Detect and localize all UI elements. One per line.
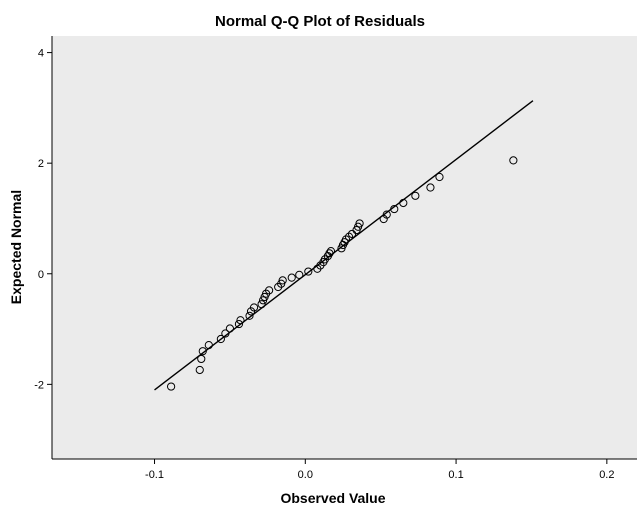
- x-tick-label: 0.1: [448, 469, 463, 481]
- data-point: [216, 334, 225, 344]
- data-point: [197, 354, 206, 364]
- data-point: [167, 382, 176, 391]
- data-point: [304, 267, 313, 276]
- chart-title: Normal Q-Q Plot of Residuals: [215, 13, 425, 30]
- data-point: [204, 340, 213, 350]
- y-axis-label: Expected Normal: [8, 190, 24, 304]
- data-point: [257, 300, 266, 309]
- data-point: [426, 183, 435, 192]
- data-point: [234, 319, 244, 329]
- data-point: [245, 311, 254, 320]
- y-axis-ticks: -2 0 2 4: [34, 48, 52, 391]
- data-point: [509, 156, 518, 165]
- x-tick-label: 0.0: [298, 469, 313, 481]
- data-point: [225, 324, 235, 333]
- data-point: [278, 276, 287, 285]
- data-point: [249, 303, 259, 312]
- data-point: [382, 210, 391, 219]
- y-tick-label: -2: [34, 379, 44, 391]
- data-point: [341, 235, 351, 244]
- data-point: [355, 219, 364, 228]
- data-point: [411, 191, 420, 200]
- data-point: [295, 270, 304, 279]
- x-axis-label: Observed Value: [280, 490, 385, 506]
- x-tick-label: 0.2: [599, 469, 614, 481]
- data-point: [198, 347, 207, 356]
- data-point: [390, 204, 399, 214]
- data-point: [236, 316, 245, 325]
- data-point: [265, 286, 274, 295]
- data-points: [167, 156, 518, 391]
- data-point: [344, 232, 354, 241]
- data-point: [195, 365, 204, 375]
- y-tick-label: 4: [38, 48, 44, 60]
- x-axis-ticks: -0.1 0.0 0.1 0.2: [145, 459, 614, 481]
- data-point: [325, 249, 334, 258]
- plot-area: [52, 36, 637, 459]
- data-point: [326, 246, 336, 256]
- data-point: [221, 329, 230, 338]
- y-tick-label: 0: [38, 269, 44, 281]
- data-point: [399, 198, 408, 208]
- data-point: [435, 172, 444, 182]
- data-point: [287, 273, 296, 282]
- y-tick-label: 2: [38, 158, 44, 170]
- data-point: [379, 214, 388, 224]
- x-tick-label: -0.1: [145, 469, 164, 481]
